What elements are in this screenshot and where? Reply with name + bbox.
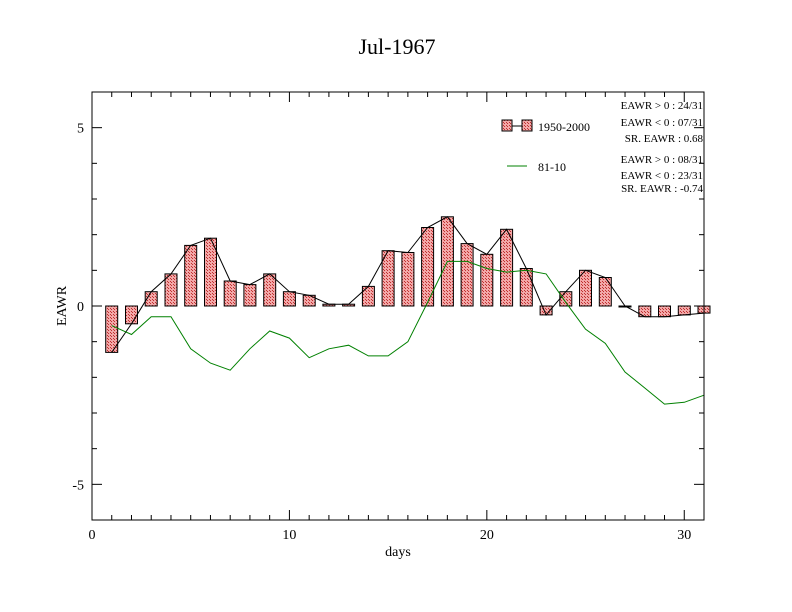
x-tick-label-30: 30	[677, 528, 691, 543]
stat-positive-81-10: EAWR > 0 : 08/31	[621, 154, 703, 166]
bar-day-4	[164, 273, 178, 307]
y-axis-ticks: -5 0 5	[72, 122, 704, 493]
y-tick-label-5: 5	[77, 122, 84, 137]
x-tick-label-0: 0	[89, 528, 96, 543]
bar-day-14	[361, 285, 375, 307]
bar-series-1950-2000	[105, 216, 711, 353]
bar-day-5	[184, 244, 198, 307]
bar-day-25	[579, 269, 592, 307]
bar-day-26	[598, 277, 612, 307]
legend-label-81-10: 81-10	[538, 160, 566, 174]
bar-day-9	[263, 273, 277, 307]
x-tick-label-20: 20	[480, 528, 494, 543]
line-series-81-10	[111, 260, 705, 405]
bar-day-22	[519, 268, 533, 307]
stats-block-81-10: EAWR > 0 : 08/31 EAWR < 0 : 23/31 SR. EA…	[621, 154, 704, 195]
legend-bar-swatch-left	[501, 119, 513, 132]
bar-day-28	[638, 305, 652, 318]
stat-negative-1950-2000: EAWR < 0 : 07/31	[621, 117, 703, 129]
x-tick-label-10: 10	[282, 528, 296, 543]
bar-day-7	[223, 280, 237, 307]
bar-day-30	[677, 305, 691, 316]
legend: 1950-2000 81-10	[501, 119, 590, 174]
bar-day-1	[105, 305, 119, 353]
bar-day-20	[480, 253, 494, 307]
stat-sr-1950-2000: SR. EAWR : 0.68	[625, 133, 704, 145]
y-tick-label-0: 0	[77, 300, 84, 315]
stats-block-1950-2000: EAWR > 0 : 24/31 EAWR < 0 : 07/31 SR. EA…	[621, 100, 704, 145]
stat-positive-1950-2000: EAWR > 0 : 24/31	[621, 100, 703, 112]
bar-day-16	[401, 252, 415, 307]
bar-day-29	[658, 305, 671, 318]
y-tick-label--5: -5	[72, 478, 84, 493]
x-axis-ticks: 0 10 20 30	[89, 92, 691, 543]
bar-day-2	[125, 305, 138, 325]
bar-day-21	[500, 228, 514, 307]
y-axis-label: EAWR	[55, 285, 70, 326]
x-axis-label: days	[385, 545, 411, 560]
chart-title: Jul-1967	[359, 34, 436, 59]
legend-bar-swatch-right	[521, 119, 533, 132]
stat-negative-81-10: EAWR < 0 : 23/31	[621, 170, 703, 182]
plot-frame	[91, 91, 705, 521]
stat-sr-81-10: SR. EAWR : -0.74	[621, 183, 703, 195]
bar-day-24	[559, 291, 573, 307]
bar-day-8	[243, 284, 257, 307]
bar-day-10	[282, 291, 296, 307]
bar-day-19	[460, 243, 474, 307]
legend-label-1950-2000: 1950-2000	[538, 120, 590, 134]
line-series-1950-2000	[111, 216, 705, 353]
